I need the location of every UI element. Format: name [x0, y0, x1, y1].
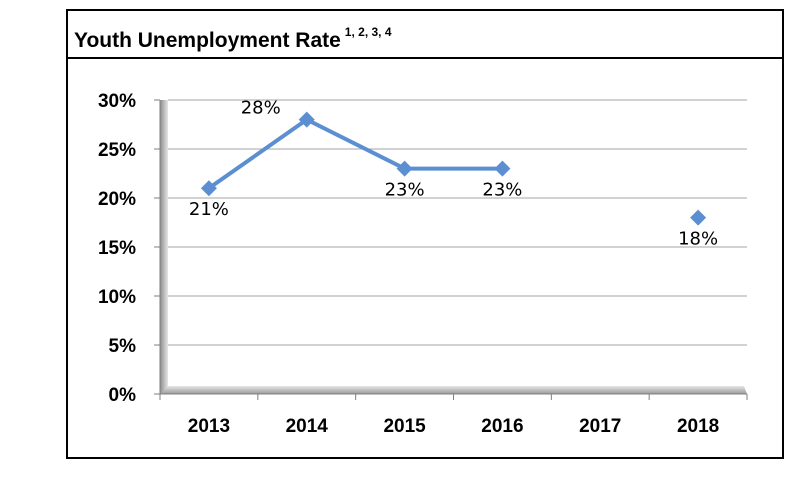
data-point-marker: [396, 160, 413, 177]
y-tick-label: 15%: [98, 238, 136, 259]
data-point-marker: [690, 209, 707, 226]
title-footnote-refs: 1, 2, 3, 4: [344, 25, 392, 39]
data-label: 21%: [189, 199, 229, 220]
data-point-marker: [298, 111, 315, 128]
x-tick-label: 2018: [677, 416, 719, 437]
x-tick-label: 2013: [188, 416, 230, 437]
chart-floor: [160, 386, 747, 394]
chart-title-text: Youth Unemployment Rate: [74, 29, 341, 52]
y-tick-label: 20%: [98, 189, 136, 210]
x-tick-label: 2014: [286, 416, 329, 437]
series-line-segment: [304, 117, 407, 171]
data-label: 28%: [241, 98, 281, 119]
x-tick-label: 2015: [383, 416, 426, 437]
chart-frame: Youth Unemployment Rate 1, 2, 3, 4: [66, 9, 784, 459]
y-tick-label: 10%: [98, 287, 136, 308]
y-tick-label: 30%: [98, 91, 136, 112]
x-tick-label: 2017: [579, 416, 621, 437]
data-label: 23%: [482, 180, 522, 201]
y-tick-label: 0%: [109, 385, 137, 406]
chart-wall: [160, 100, 168, 394]
chart-title: Youth Unemployment Rate 1, 2, 3, 4: [74, 25, 392, 53]
x-tick-label: 2016: [481, 416, 523, 437]
data-point-marker: [200, 180, 217, 197]
chart-title-bar: Youth Unemployment Rate 1, 2, 3, 4: [68, 11, 782, 59]
data-point-marker: [494, 160, 511, 177]
series-line-segment: [206, 117, 309, 191]
y-tick-label: 25%: [98, 140, 136, 161]
y-tick-label: 5%: [109, 336, 137, 357]
data-label: 18%: [678, 229, 718, 250]
data-label: 23%: [385, 180, 425, 201]
